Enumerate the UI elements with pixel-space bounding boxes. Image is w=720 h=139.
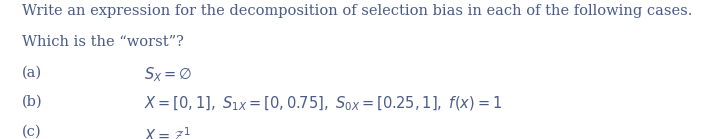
Text: Which is the “worst”?: Which is the “worst”? (22, 35, 184, 49)
Text: $X = [0, 1],\ S_{1X} = [0, 0.75],\ S_{0X} = [0.25, 1],\ f(x) = 1$: $X = [0, 1],\ S_{1X} = [0, 0.75],\ S_{0X… (144, 95, 502, 113)
Text: Write an expression for the decomposition of selection bias in each of the follo: Write an expression for the decompositio… (22, 4, 692, 18)
Text: (c): (c) (22, 125, 41, 139)
Text: $S_X = \emptyset$: $S_X = \emptyset$ (144, 65, 192, 84)
Text: (a): (a) (22, 65, 42, 79)
Text: $X = \mathcal{Z}^1$: $X = \mathcal{Z}^1$ (144, 125, 192, 139)
Text: (b): (b) (22, 95, 42, 109)
